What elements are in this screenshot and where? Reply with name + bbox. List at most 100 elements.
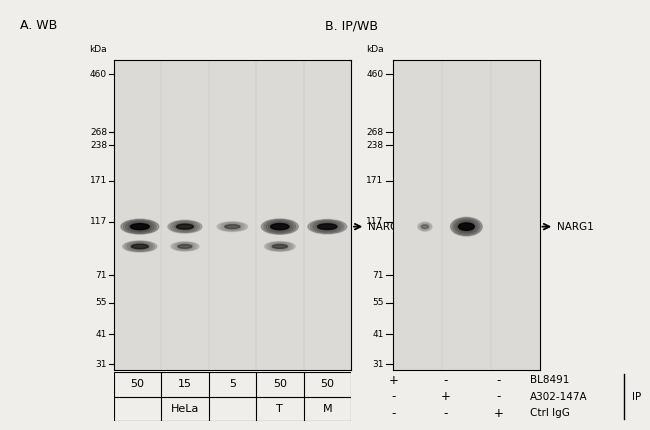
Ellipse shape [458, 223, 474, 230]
Ellipse shape [266, 242, 293, 251]
Text: NARG1: NARG1 [368, 221, 405, 232]
Text: +: + [493, 407, 504, 420]
Ellipse shape [310, 220, 345, 233]
Text: 117: 117 [90, 217, 107, 226]
Ellipse shape [176, 224, 194, 230]
Ellipse shape [221, 223, 244, 230]
Text: 41: 41 [372, 330, 383, 339]
Text: 50: 50 [131, 379, 144, 389]
Text: T: T [276, 404, 283, 414]
Ellipse shape [174, 223, 196, 230]
Text: 55: 55 [96, 298, 107, 307]
Ellipse shape [450, 217, 482, 236]
Ellipse shape [315, 222, 339, 231]
Ellipse shape [270, 224, 289, 230]
Ellipse shape [261, 219, 298, 234]
Ellipse shape [131, 224, 150, 230]
Text: 238: 238 [90, 141, 107, 150]
Ellipse shape [217, 222, 248, 232]
Ellipse shape [458, 222, 474, 231]
Text: NARG1: NARG1 [557, 221, 594, 232]
Text: BL8491: BL8491 [530, 375, 569, 385]
Text: A302-147A: A302-147A [530, 392, 588, 402]
Text: kDa: kDa [366, 45, 384, 54]
Ellipse shape [123, 241, 157, 252]
Text: +: + [441, 390, 451, 403]
Ellipse shape [268, 222, 291, 231]
Ellipse shape [127, 242, 153, 251]
Ellipse shape [125, 221, 154, 232]
Ellipse shape [268, 243, 291, 250]
Text: -: - [391, 390, 396, 403]
Text: -: - [444, 374, 448, 387]
Ellipse shape [131, 244, 148, 249]
Text: HeLa: HeLa [171, 404, 199, 414]
Text: Ctrl IgG: Ctrl IgG [530, 408, 570, 418]
Ellipse shape [318, 223, 337, 230]
Ellipse shape [174, 243, 196, 250]
Ellipse shape [264, 220, 296, 233]
Ellipse shape [421, 225, 428, 228]
Ellipse shape [456, 221, 476, 233]
Text: kDa: kDa [90, 45, 107, 54]
Ellipse shape [172, 243, 198, 251]
Text: 71: 71 [96, 271, 107, 280]
Ellipse shape [417, 222, 432, 231]
Text: 171: 171 [90, 176, 107, 185]
Text: 117: 117 [366, 217, 384, 226]
Text: 460: 460 [367, 70, 384, 79]
Text: 50: 50 [320, 379, 334, 389]
Text: +: + [389, 374, 398, 387]
Text: 171: 171 [366, 176, 384, 185]
Text: 5: 5 [229, 379, 236, 389]
Text: -: - [497, 390, 500, 403]
Ellipse shape [131, 223, 150, 230]
Text: -: - [444, 407, 448, 420]
Ellipse shape [225, 224, 240, 229]
Text: IP: IP [632, 392, 642, 402]
Ellipse shape [170, 221, 200, 232]
Text: -: - [497, 374, 500, 387]
Ellipse shape [270, 223, 289, 230]
Ellipse shape [308, 219, 346, 234]
Text: 238: 238 [367, 141, 384, 150]
Text: -: - [391, 407, 396, 420]
Ellipse shape [265, 242, 295, 252]
Ellipse shape [460, 223, 473, 230]
Ellipse shape [121, 219, 159, 234]
Text: B. IP/WB: B. IP/WB [325, 19, 378, 32]
Text: 41: 41 [96, 330, 107, 339]
Ellipse shape [128, 222, 151, 231]
Text: 55: 55 [372, 298, 383, 307]
Ellipse shape [168, 220, 202, 233]
Ellipse shape [124, 220, 157, 233]
Ellipse shape [318, 224, 337, 230]
Text: 50: 50 [273, 379, 287, 389]
Ellipse shape [313, 221, 342, 232]
Ellipse shape [419, 222, 432, 231]
Ellipse shape [454, 220, 478, 233]
Text: 31: 31 [372, 360, 383, 369]
Text: 71: 71 [372, 271, 383, 280]
Text: 31: 31 [96, 360, 107, 369]
Text: A. WB: A. WB [20, 19, 57, 32]
Ellipse shape [219, 222, 246, 231]
Ellipse shape [320, 224, 335, 229]
Ellipse shape [129, 243, 151, 250]
Ellipse shape [171, 242, 199, 251]
Ellipse shape [452, 218, 480, 235]
Ellipse shape [272, 245, 287, 249]
Ellipse shape [131, 244, 148, 249]
Ellipse shape [270, 243, 289, 249]
Ellipse shape [125, 242, 155, 251]
Ellipse shape [273, 224, 287, 230]
Text: 460: 460 [90, 70, 107, 79]
Ellipse shape [178, 245, 192, 249]
Text: 268: 268 [367, 128, 384, 137]
Text: M: M [322, 404, 332, 414]
Ellipse shape [172, 222, 198, 231]
Ellipse shape [133, 224, 147, 230]
Text: 15: 15 [178, 379, 192, 389]
Ellipse shape [176, 224, 194, 229]
Ellipse shape [266, 221, 294, 232]
